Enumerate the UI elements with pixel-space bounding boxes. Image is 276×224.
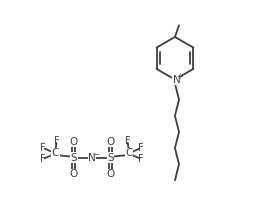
Text: C: C	[52, 149, 59, 158]
Text: F: F	[125, 136, 131, 146]
Text: F: F	[54, 136, 59, 146]
Text: F: F	[40, 143, 46, 153]
Text: F: F	[40, 154, 46, 164]
Text: F: F	[138, 143, 144, 153]
Text: N: N	[173, 75, 181, 84]
Text: O: O	[70, 137, 78, 147]
Text: O: O	[70, 169, 78, 179]
Text: −: −	[93, 150, 100, 159]
Text: +: +	[177, 72, 183, 81]
Text: C: C	[125, 149, 132, 158]
Text: S: S	[107, 153, 114, 163]
Text: S: S	[70, 153, 77, 163]
Text: F: F	[138, 154, 144, 164]
Text: N: N	[88, 153, 96, 163]
Text: O: O	[106, 169, 115, 179]
Text: O: O	[106, 137, 115, 147]
